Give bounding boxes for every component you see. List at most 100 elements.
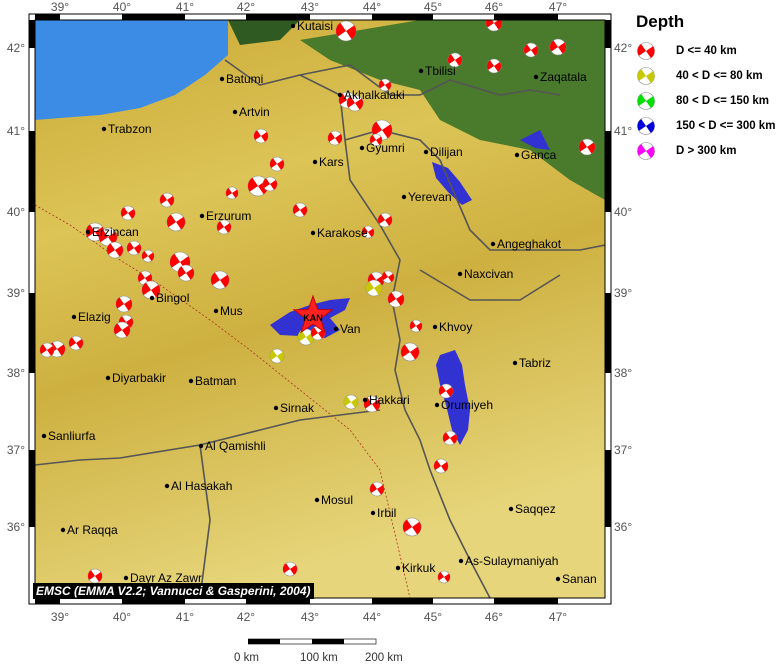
city-dot-icon	[457, 271, 463, 277]
city-label: Elazig	[78, 310, 111, 324]
focal-mechanism-beachball	[343, 394, 359, 410]
city-angeghakot: Angeghakot	[490, 237, 562, 251]
lon-tick-top: 39°	[51, 0, 69, 14]
city-diyarbakir: Diyarbakir	[105, 371, 166, 385]
scale-bar	[248, 638, 377, 645]
beachball-icon	[637, 141, 655, 160]
city-dot-icon	[41, 433, 47, 439]
legend-beachball	[637, 91, 655, 110]
legend-label: 80 < D <= 150 km	[676, 94, 770, 107]
city-sirnak: Sirnak	[273, 401, 315, 415]
city-mus: Mus	[213, 304, 243, 318]
city-dot-icon	[213, 308, 219, 314]
focal-mechanism-beachball	[486, 58, 502, 74]
city-as-sulaymaniyah: As-Sulaymaniyah	[458, 554, 558, 568]
lake-sevan	[432, 162, 472, 205]
focal-mechanism-beachball	[87, 568, 103, 584]
city-label: Artvin	[239, 105, 270, 119]
city-artvin: Artvin	[232, 105, 270, 119]
focal-mechanism-beachball	[141, 249, 155, 263]
beachball-icon	[637, 91, 655, 110]
focal-mechanism-beachball	[378, 78, 392, 92]
focal-mechanism-beachball	[442, 430, 458, 446]
focal-mechanism-beachball	[292, 202, 308, 218]
legend-item: 150 < D <= 300 km	[636, 113, 775, 138]
focal-mechanism-beachball	[106, 241, 124, 259]
city-dot-icon	[423, 149, 429, 155]
city-label: Sirnak	[280, 401, 315, 415]
beachball-icon	[637, 41, 655, 60]
lon-tick-top: 47°	[549, 0, 567, 14]
focal-mechanism-beachball	[269, 156, 285, 172]
focal-mechanism-beachball	[402, 517, 422, 537]
city-al-qamishli: Al Qamishli	[198, 439, 266, 453]
city-dot-icon	[310, 230, 316, 236]
focal-mechanism-beachball	[98, 227, 118, 247]
city-label: Erzincan	[92, 225, 139, 239]
city-khvoy: Khvoy	[432, 320, 472, 334]
lon-tick-top: 41°	[176, 0, 194, 14]
city-dilijan: Dilijan	[423, 145, 463, 159]
legend-item: D > 300 km	[636, 138, 775, 163]
scale-label-100: 100 km	[300, 652, 338, 664]
city-label: Erzurum	[206, 209, 251, 223]
city-dot-icon	[333, 326, 339, 332]
focal-mechanism-beachball	[159, 192, 175, 208]
city-label: Trabzon	[108, 122, 152, 136]
city-label: Al Qamishli	[205, 439, 266, 453]
lat-tick-right: 40°	[614, 205, 632, 219]
city-label: Naxcivan	[464, 267, 513, 281]
focal-mechanism-beachball	[400, 342, 420, 362]
legend-label: D <= 40 km	[676, 44, 737, 57]
city-sanan: Sanan	[555, 572, 597, 586]
lon-tick-top: 46°	[485, 0, 503, 14]
city-dot-icon	[105, 375, 111, 381]
legend-title: Depth	[636, 12, 685, 31]
city-dot-icon	[418, 68, 424, 74]
lat-tick-left: 36°	[7, 520, 25, 534]
city-kars: Kars	[312, 155, 344, 169]
lat-tick-right: 41°	[614, 124, 632, 138]
focal-mechanism-beachball	[335, 20, 357, 42]
caspian-lowland	[228, 20, 300, 45]
city-dot-icon	[395, 565, 401, 571]
city-dot-icon	[198, 443, 204, 449]
city-dayr-az-zawr: Dayr Az Zawr	[123, 571, 202, 585]
city-dot-icon	[123, 575, 129, 581]
city-dot-icon	[312, 159, 318, 165]
city-van: Van	[333, 322, 360, 336]
lon-tick-top: 45°	[424, 0, 442, 14]
city-orumiyeh: Orumiyeh	[434, 398, 493, 412]
focal-mechanism-beachball	[437, 570, 451, 584]
black-sea	[35, 20, 228, 120]
city-kutaisi: Kutaisi	[290, 20, 333, 33]
city-label: Tabriz	[519, 356, 551, 370]
focal-mechanism-beachball	[269, 348, 285, 364]
city-sanliurfa: Sanliurfa	[41, 429, 96, 443]
focal-mechanism-beachball	[282, 561, 298, 577]
focal-mechanism-beachball	[166, 212, 186, 232]
city-label: Diyarbakir	[112, 371, 166, 385]
focal-mechanism-beachball	[247, 175, 269, 197]
city-label: Karakose	[317, 226, 368, 240]
city-dot-icon	[490, 241, 496, 247]
city-dot-icon	[164, 483, 170, 489]
focal-mechanism-beachball	[210, 270, 230, 290]
city-dot-icon	[314, 497, 320, 503]
city-dot-icon	[458, 558, 464, 564]
city-label: Khvoy	[439, 320, 472, 334]
city-label: Mosul	[321, 493, 353, 507]
city-mosul: Mosul	[314, 493, 353, 507]
focal-mechanism-beachball	[297, 328, 315, 346]
city-label: Hakkari	[369, 393, 410, 407]
city-bingol: Bingol	[149, 291, 189, 305]
focal-mechanism-beachball	[177, 264, 195, 282]
focal-mechanism-beachball	[549, 38, 567, 56]
focal-mechanism-beachball	[346, 94, 364, 112]
depth-legend: Depth D <= 40 km 40 < D <= 80 km 80 < D <=…	[636, 12, 775, 163]
city-label: Irbil	[377, 506, 396, 520]
legend-beachball	[637, 116, 655, 135]
scale-label-200: 200 km	[365, 652, 403, 664]
city-trabzon: Trabzon	[101, 122, 152, 136]
city-label: Gyumri	[366, 141, 405, 155]
